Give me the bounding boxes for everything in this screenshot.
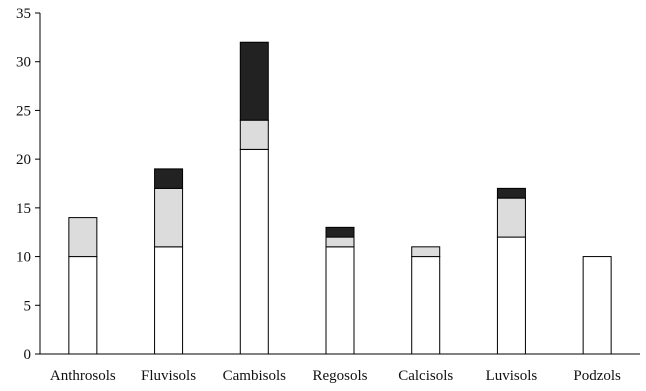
x-tick-label: Regosols [312,368,367,384]
x-tick-label: Fluvisols [141,368,196,384]
bar-segment [325,246,355,355]
x-tick-label: Cambisols [223,368,287,384]
y-tick-label: 30 [16,55,31,71]
y-tick-label: 35 [16,6,31,22]
bar-segment [68,256,98,355]
y-tick-label: 10 [16,250,31,266]
x-tick-label: Anthrosols [50,368,116,384]
y-tick-label: 15 [16,201,31,217]
bar-segment [154,168,184,189]
y-tick-label: 20 [16,152,31,168]
x-tick-label: Podzols [573,368,621,384]
bar-segment [411,246,441,258]
bar-segment [154,187,184,248]
bar-segment [68,217,98,258]
bar-segment [411,256,441,355]
x-tick-label: Luvisols [486,368,538,384]
bar-segment [582,256,612,355]
bar-segment [239,148,269,355]
bar-segment [496,197,526,238]
y-tick-label: 0 [24,347,32,363]
x-tick-label: Calcisols [398,368,453,384]
y-tick-label: 25 [16,103,31,119]
x-axis: Anthrosols Fluvisols Cambisols Regosols Calc… [40,353,640,384]
bar-segment [496,187,526,199]
bar-segment [325,226,355,238]
bar-segment [154,246,184,355]
y-axis: 0 5 10 15 20 25 30 35 [16,6,41,363]
bar-segment [325,236,355,248]
y-tick-label: 5 [24,298,32,314]
bar-segment [239,119,269,150]
bar-segment [496,236,526,355]
bar-segment [239,41,269,121]
bars [68,41,612,355]
